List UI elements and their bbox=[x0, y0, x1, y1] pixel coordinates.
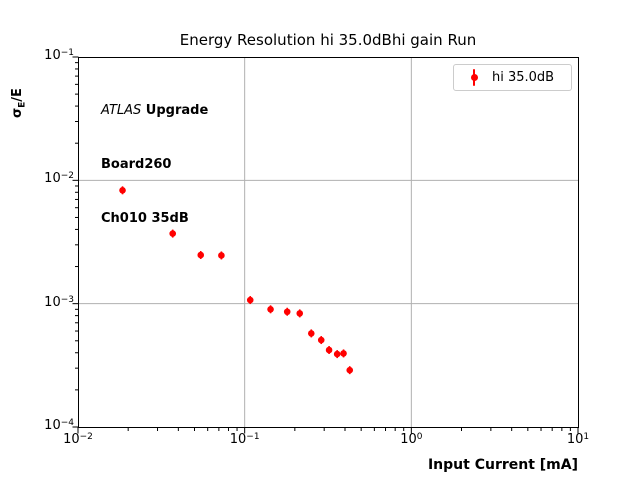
chart-title: Energy Resolution hi 35.0dBhi gain Run bbox=[179, 31, 477, 49]
legend-box: hi 35.0dB bbox=[453, 64, 572, 91]
x-axis-label: Input Current [mA] bbox=[427, 457, 578, 473]
data-point-icon bbox=[470, 74, 478, 81]
data-point bbox=[346, 366, 354, 374]
data-point bbox=[296, 310, 304, 317]
errorbar-point-icon bbox=[469, 68, 479, 87]
x-tick-label: 101 bbox=[566, 432, 590, 447]
y-tick-label: 10−3 bbox=[44, 294, 74, 310]
annotation-line-2: Board260 bbox=[101, 157, 172, 172]
y-tick-label: 10−1 bbox=[44, 48, 74, 63]
y-axis-label: σE/E bbox=[10, 88, 28, 118]
data-point bbox=[317, 336, 325, 344]
data-point bbox=[218, 252, 225, 259]
data-point bbox=[340, 350, 347, 357]
data-point bbox=[197, 251, 205, 259]
x-tick-label: 10−2 bbox=[63, 432, 93, 447]
y-tick-label: 10−4 bbox=[44, 418, 74, 433]
data-point bbox=[325, 346, 333, 354]
data-point bbox=[246, 296, 254, 304]
data-point bbox=[169, 230, 177, 237]
annotation-line-3: Ch010 35dB bbox=[101, 211, 189, 226]
x-tick-label: 100 bbox=[400, 432, 423, 447]
annotation-line-1: ATLAS Upgrade bbox=[101, 103, 209, 118]
data-point bbox=[267, 306, 274, 313]
y-tick-label: 10−2 bbox=[44, 171, 74, 187]
data-points bbox=[119, 187, 354, 374]
data-point bbox=[307, 330, 315, 337]
plot-frame bbox=[78, 57, 579, 428]
atlas-annotation: ATLAS Upgrade Board260 Ch010 35dB bbox=[101, 66, 208, 264]
data-point bbox=[333, 350, 341, 358]
data-point bbox=[119, 187, 126, 194]
x-tick-label: 10−1 bbox=[229, 432, 260, 447]
gridlines bbox=[78, 57, 578, 427]
data-point bbox=[283, 308, 291, 316]
legend-entry-label: hi 35.0dB bbox=[492, 70, 555, 85]
axis-ticks bbox=[72, 56, 579, 434]
